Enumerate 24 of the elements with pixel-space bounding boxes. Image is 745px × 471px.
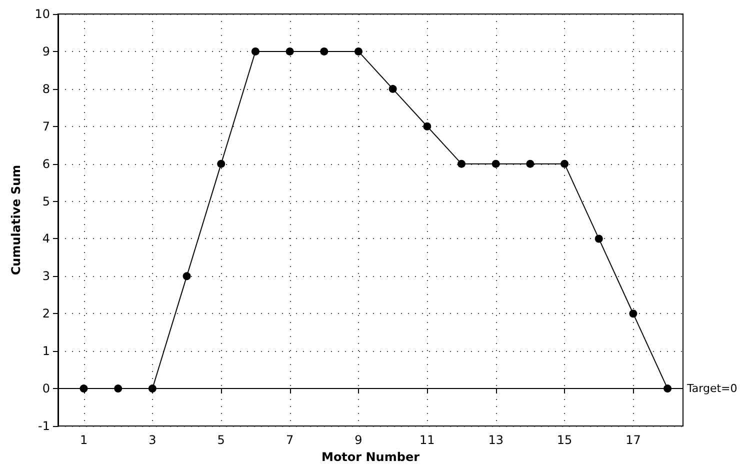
- y-tick-label: 6: [42, 156, 50, 171]
- y-axis-title: Cumulative Sum: [9, 164, 23, 276]
- x-tick-label: 1: [80, 433, 88, 447]
- y-tick-label: 8: [42, 82, 50, 96]
- x-tick-label: 13: [488, 433, 504, 447]
- y-tick-label: 3: [42, 269, 50, 284]
- x-tick-label: 11: [420, 433, 435, 447]
- x-tick-label: 17: [626, 433, 641, 447]
- y-tick-label: 2: [42, 306, 50, 321]
- x-tick-label: 9: [354, 433, 362, 447]
- x-tick-label: 15: [556, 433, 572, 447]
- y-tick-label: 4: [42, 232, 50, 246]
- y-tick-label: 9: [42, 44, 50, 58]
- x-tick-label: 3: [148, 433, 156, 447]
- y-tick-label: 1: [42, 344, 50, 358]
- y-tick-label: 5: [42, 194, 50, 208]
- y-tick-label: 7: [42, 119, 50, 134]
- x-axis-title: Motor Number: [322, 450, 420, 464]
- ref-line-label: Target=0: [686, 382, 738, 396]
- x-tick-label: 7: [286, 433, 294, 447]
- y-tick-label: 0: [42, 382, 50, 396]
- y-tick-label: 10: [34, 7, 50, 21]
- x-tick-label: 5: [217, 433, 225, 447]
- y-tick-label: -1: [38, 419, 50, 433]
